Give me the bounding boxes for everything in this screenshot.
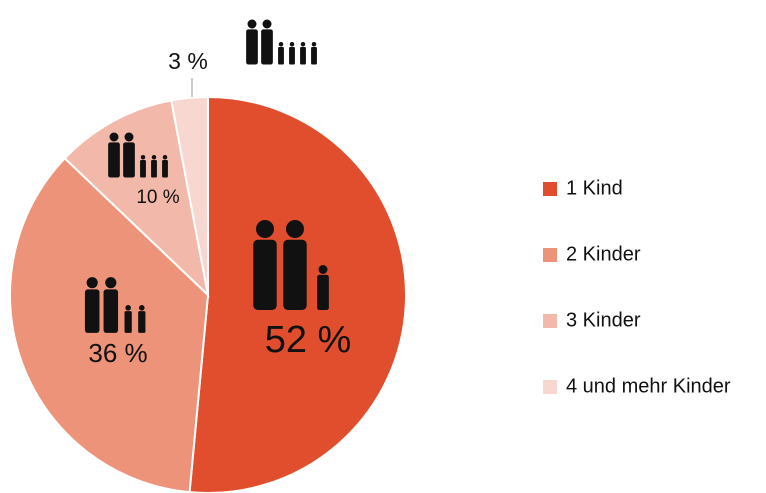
legend-swatch [543,182,557,196]
pie-slice [170,95,209,296]
icon [311,42,317,47]
legend-swatch [543,380,557,394]
legend-swatch [543,248,557,262]
legend-label: 4 und mehr Kinder [566,375,731,397]
icon [138,311,146,333]
icon [311,46,317,65]
icon [140,159,146,178]
icon [124,311,132,333]
icon [318,265,328,274]
icon [162,159,168,178]
pie-slice [63,99,210,298]
icon [108,142,120,178]
icon [109,132,119,142]
icon [139,305,145,311]
icon [246,29,258,65]
data-label: 52 % [265,319,352,361]
icon [84,289,100,333]
icon [289,46,295,65]
icon [151,155,157,160]
icon [256,220,274,238]
icon [162,155,168,160]
icon [140,155,146,160]
icon [247,19,257,29]
icon [300,42,306,47]
icon [278,42,284,47]
icon [103,289,119,333]
icon [300,46,306,65]
legend-label: 3 Kinder [566,309,641,331]
icon [317,274,329,310]
icon [253,239,277,310]
icon [283,239,307,310]
icon [105,277,117,289]
data-label: 3 % [168,48,208,74]
data-label: 10 % [136,187,179,208]
icon [261,29,273,65]
icon [124,132,134,142]
icon [262,19,272,29]
data-label: 36 % [88,338,147,368]
legend-label: 1 Kind [566,177,623,199]
icon [278,46,284,65]
legend-label: 2 Kinder [566,243,641,265]
icon [289,42,295,47]
icon [286,220,304,238]
legend-swatch [543,314,557,328]
icon [123,142,135,178]
icon [125,305,131,311]
icon [86,277,98,289]
icon [151,159,157,178]
